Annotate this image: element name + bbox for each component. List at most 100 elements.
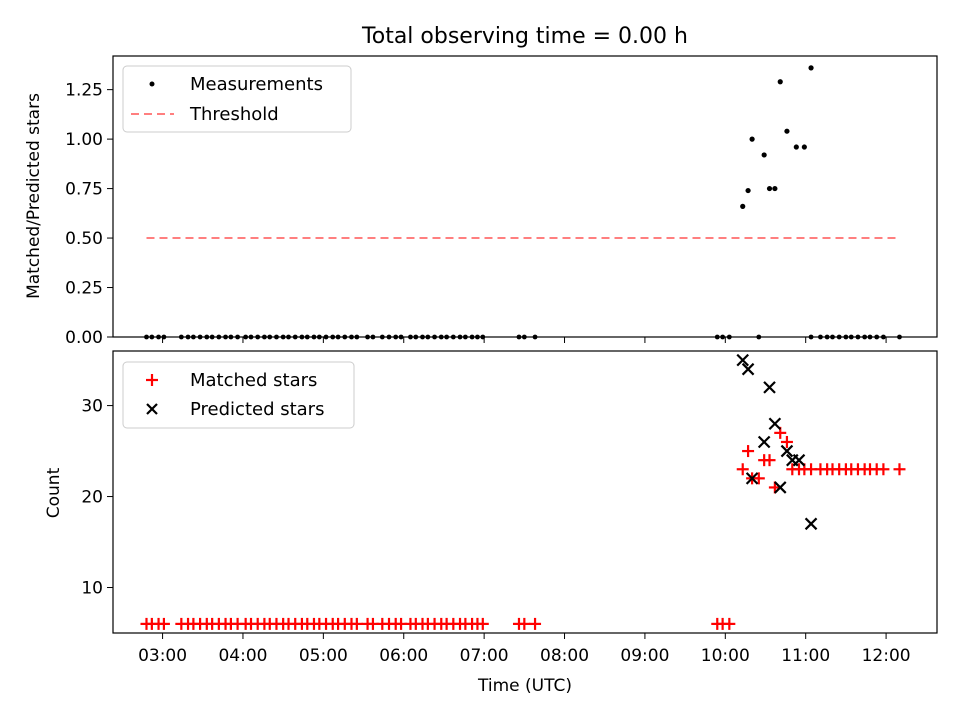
bottom-x-tick-label: 07:00 xyxy=(460,646,509,666)
measurement-point xyxy=(766,185,773,192)
top-y-axis-label: Matched/Predicted stars xyxy=(24,93,44,299)
measurement-point xyxy=(740,203,746,209)
bottom-x-tick-label: 12:00 xyxy=(862,646,911,666)
predicted-star-marker xyxy=(763,381,776,394)
matched-star-marker xyxy=(723,617,736,630)
measurement-point xyxy=(342,334,348,340)
predicted-stars-layer xyxy=(736,353,818,531)
measurement-point xyxy=(420,334,425,340)
measurement-point xyxy=(178,334,184,340)
measurement-point xyxy=(330,334,336,340)
predicted-star-marker xyxy=(780,444,794,458)
predicted-star-stroke-b xyxy=(763,381,776,394)
matched-star-marker xyxy=(518,617,531,630)
measurement-point xyxy=(777,79,783,85)
measurement-point xyxy=(726,334,732,340)
legend-threshold-label: Threshold xyxy=(189,104,279,125)
measurement-point xyxy=(267,334,273,340)
measurement-point xyxy=(784,128,790,134)
measurement-point xyxy=(881,334,886,340)
bottom-x-tick-label: 11:00 xyxy=(781,646,830,666)
measurement-point xyxy=(438,334,444,340)
measurement-point xyxy=(228,334,234,340)
top-y-tick-label: 0.50 xyxy=(65,229,103,249)
measurement-point xyxy=(144,334,149,340)
measurement-point xyxy=(772,185,778,192)
predicted-star-stroke-b xyxy=(768,417,782,431)
matched-star-marker xyxy=(476,617,489,630)
measurement-point xyxy=(432,334,437,340)
measurement-point xyxy=(248,334,254,340)
measurement-point xyxy=(855,334,861,340)
predicted-star-stroke-b xyxy=(792,453,806,467)
bottom-x-axis: 03:00 04:00 05:00 06:00 07:00 08:00 09:00 10:00… xyxy=(138,633,911,666)
matched-star-marker xyxy=(350,617,363,630)
predicted-star-stroke-b xyxy=(741,362,755,376)
measurement-point xyxy=(801,144,807,150)
predicted-star-marker xyxy=(792,453,806,467)
measurement-point xyxy=(469,334,475,340)
measurement-point xyxy=(761,152,767,158)
measurement-point xyxy=(299,334,305,340)
bottom-legend-frame xyxy=(122,361,355,429)
measurement-point xyxy=(149,334,155,340)
measurement-point xyxy=(413,334,419,340)
matched-stars-layer xyxy=(140,426,906,630)
measurement-point xyxy=(235,334,241,340)
bottom-x-tick-label: 09:00 xyxy=(620,646,669,666)
predicted-star-stroke-b xyxy=(780,444,794,458)
matched-star-marker xyxy=(742,445,755,458)
measurement-point xyxy=(292,334,298,340)
top-legend-frame xyxy=(122,65,352,133)
measurement-point xyxy=(216,334,222,340)
predicted-star-stroke-b xyxy=(736,353,750,367)
predicted-star-marker xyxy=(773,481,787,494)
measurement-point xyxy=(274,334,279,340)
matched-star-marker xyxy=(893,463,906,476)
legend-measurement-marker xyxy=(149,81,155,87)
measurement-point xyxy=(255,334,261,340)
measurement-point xyxy=(243,334,249,340)
measurement-point xyxy=(457,334,463,340)
bottom-panel: 10 20 30 03:00 04:00 05:00 06:00 07:00 08:00 09:… xyxy=(44,350,938,696)
bottom-plot-frame xyxy=(112,350,938,634)
measurement-point xyxy=(370,334,376,340)
measurement-point xyxy=(425,334,431,340)
measurement-point xyxy=(444,334,450,340)
matched-star-marker xyxy=(877,463,890,476)
bottom-y-axis: 10 20 30 xyxy=(81,397,113,599)
measurement-point xyxy=(745,187,751,194)
measurement-point xyxy=(824,334,830,340)
measurement-point xyxy=(408,334,413,340)
predicted-star-stroke-b xyxy=(804,517,818,531)
measurement-point xyxy=(304,334,310,340)
measurement-point xyxy=(462,334,468,340)
predicted-star-stroke-b xyxy=(745,472,759,485)
measurement-point xyxy=(450,334,456,340)
legend-predicted-label: Predicted stars xyxy=(190,399,324,420)
measurement-point xyxy=(862,334,868,340)
measurement-point xyxy=(818,334,823,340)
measurements-layer xyxy=(144,65,902,340)
predicted-star-marker xyxy=(804,517,818,531)
measurement-point xyxy=(398,334,404,340)
bottom-y-tick-label: 30 xyxy=(81,397,103,417)
measurement-point xyxy=(161,334,167,340)
measurement-point xyxy=(379,334,385,340)
matched-star-marker xyxy=(780,435,793,448)
measurement-point xyxy=(335,334,341,340)
measurement-point xyxy=(848,334,854,340)
measurement-point xyxy=(280,334,286,340)
top-panel: 0.00 0.25 0.50 0.75 1.00 1.25 Matched/Predict… xyxy=(24,55,938,348)
measurement-point xyxy=(756,334,762,340)
measurement-point xyxy=(516,334,522,340)
bottom-x-tick-label: 10:00 xyxy=(701,646,750,666)
measurement-point xyxy=(836,334,842,340)
bottom-x-tick-label: 05:00 xyxy=(299,646,348,666)
chart-title: Total observing time = 0.00 h xyxy=(361,24,688,49)
top-y-tick-label: 0.25 xyxy=(65,279,103,299)
measurement-point xyxy=(204,334,210,340)
measurement-point xyxy=(323,334,329,340)
measurement-point xyxy=(793,144,799,150)
